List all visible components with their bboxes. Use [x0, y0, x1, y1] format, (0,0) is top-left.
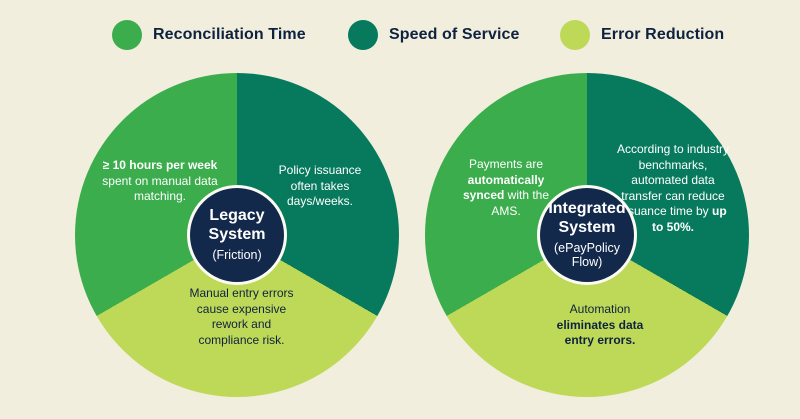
- slice-label-integrated-reconciliation-time: Payments are automatically synced with t…: [458, 157, 554, 219]
- pie-chart-integrated-system: Payments are automatically synced with t…: [425, 73, 749, 397]
- pie-title-integrated-system: Integrated System: [548, 200, 626, 236]
- label-text: According to industry benchmarks, automa…: [616, 142, 730, 219]
- legend-label-reconciliation-time: Reconciliation Time: [153, 26, 306, 43]
- label-text-bold: eliminates data entry errors.: [556, 317, 644, 348]
- legend-item-error-reduction: Error Reduction: [560, 19, 724, 51]
- label-text: spent on manual data matching.: [102, 173, 218, 204]
- legend-item-reconciliation-time: Reconciliation Time: [112, 19, 306, 51]
- pie-title-legacy-system: Legacy System: [208, 207, 266, 243]
- slice-label-integrated-speed-of-service: According to industry benchmarks, automa…: [612, 142, 734, 236]
- slice-label-legacy-error-reduction: Manual entry errors cause expensive rewo…: [184, 286, 299, 348]
- legend-item-speed-of-service: Speed of Service: [348, 19, 520, 51]
- lime-dot-icon: [560, 20, 590, 50]
- label-text: Policy issuance often takes days/weeks.: [278, 163, 362, 209]
- green-dot-icon: [112, 20, 142, 50]
- teal-dot-icon: [348, 20, 378, 50]
- slice-label-integrated-error-reduction: Automation eliminates data entry errors.: [545, 302, 655, 349]
- center-circle-legacy-system: Legacy System (Friction): [187, 185, 287, 285]
- center-circle-integrated-system: Integrated System (ePayPolicy Flow): [537, 185, 637, 285]
- pie-subtitle-friction: (Friction): [212, 248, 262, 263]
- label-text-bold: up to 50%.: [651, 204, 727, 234]
- label-text-bold: automatically synced: [462, 172, 545, 203]
- label-text: Automation: [569, 302, 631, 316]
- pie-chart-legacy-system: ≥ 10 hours per week spent on manual data…: [75, 73, 399, 397]
- legend-label-error-reduction: Error Reduction: [601, 26, 725, 43]
- label-text: Manual entry errors cause expensive rewo…: [189, 286, 294, 347]
- pie-subtitle-epaypolicy-flow: (ePayPolicy Flow): [554, 241, 620, 270]
- slice-label-legacy-reconciliation-time: ≥ 10 hours per week spent on manual data…: [101, 158, 219, 205]
- slice-label-legacy-speed-of-service: Policy issuance often takes days/weeks.: [270, 163, 370, 210]
- label-text: with the AMS.: [491, 188, 550, 218]
- label-text: Payments are: [468, 157, 544, 171]
- label-text-bold: ≥ 10 hours per week: [102, 158, 218, 172]
- legend-label-speed-of-service: Speed of Service: [389, 26, 520, 43]
